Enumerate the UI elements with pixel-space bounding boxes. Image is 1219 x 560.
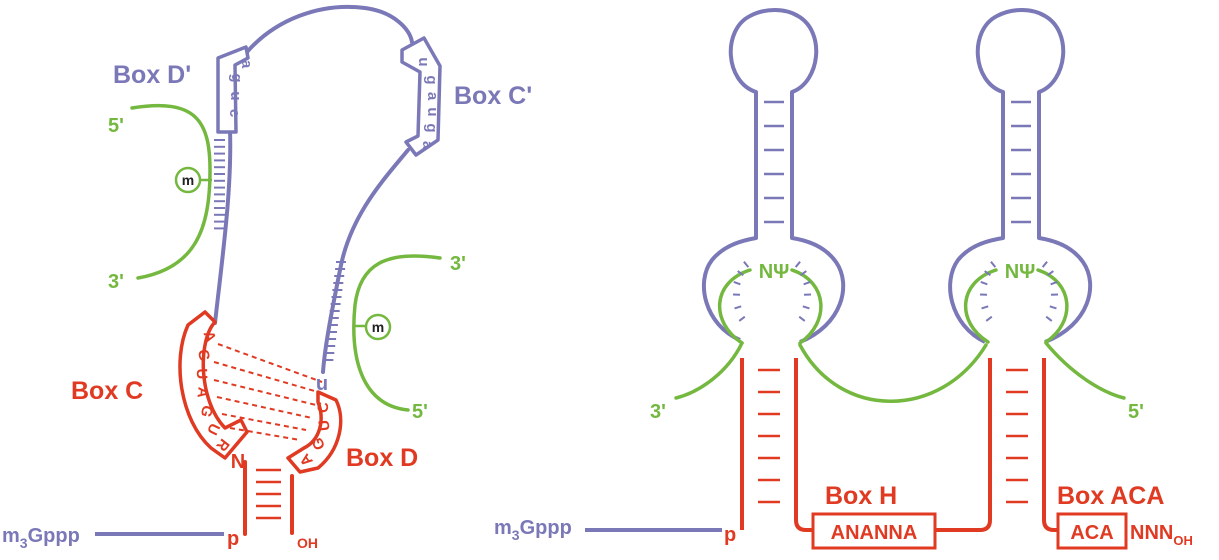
box-d-label: Box D: [346, 444, 418, 472]
pocket-tick: [986, 317, 992, 321]
box-c-prime-nt: a: [419, 141, 436, 150]
interaction-dash: [214, 380, 316, 405]
box-aca-label: Box ACA: [1057, 482, 1164, 510]
pocket-tick: [799, 317, 805, 321]
box-d-prime-nt: u: [227, 91, 244, 100]
interaction-dash: [214, 362, 318, 392]
box-d-nt: U: [316, 419, 334, 432]
cd-box-snorna: g a u c u g a u g a Box D' Box C' m 5' 3…: [2, 7, 532, 551]
substrate-left-end: [676, 343, 742, 398]
haca-phosphate: p: [724, 524, 736, 546]
haca-hairpin-2: [950, 10, 1090, 342]
guide-rna-top: [132, 106, 210, 278]
pocket-tick: [734, 282, 741, 284]
pocket-tick: [991, 262, 995, 267]
box-h-label: Box H: [825, 482, 897, 510]
box-c-prime-nt: u: [415, 57, 432, 66]
box-aca-tail: NNNOH: [1130, 522, 1193, 548]
pocket-tick: [804, 282, 811, 284]
substrate-right-end: [1046, 343, 1124, 398]
box-d-prime-nt: c: [226, 109, 243, 117]
pocket-tick: [803, 306, 810, 308]
guide-bottom-five-prime: 5': [412, 401, 428, 423]
cd-cap-label: m3Gppp: [2, 525, 80, 551]
box-c-nt: A: [193, 386, 211, 399]
substrate-middle: [800, 345, 986, 401]
box-aca-sequence: ACA: [1070, 522, 1113, 544]
haca-hairpin-1: [704, 10, 843, 342]
pocket-tick: [982, 306, 989, 308]
interaction-dash: [218, 344, 322, 382]
box-d-prime-nt: g: [228, 73, 245, 82]
pocket-tick: [1051, 282, 1058, 284]
pocket-tick: [744, 262, 748, 267]
box-c-prime-nt: g: [423, 75, 440, 84]
pocket-tick: [1043, 262, 1047, 267]
cd-oh: OH: [297, 535, 318, 551]
haca-stem1-right: [796, 358, 814, 530]
pocket-label-1: NΨ: [759, 261, 790, 283]
cd-stem-base-pairs: [256, 470, 281, 518]
cd-phosphate: p: [227, 528, 239, 550]
pocket-label-2: NΨ: [1005, 261, 1036, 283]
box-c-prime-nt: u: [424, 107, 441, 116]
haca-five-prime: 5': [1128, 401, 1144, 423]
u-nucleotide: u: [316, 373, 328, 395]
guide-top-five-prime: 5': [108, 115, 124, 137]
box-d-prime-nt: a: [238, 60, 255, 69]
guide-top-three-prime: 3': [108, 271, 124, 293]
box-c-label: Box C: [71, 377, 143, 405]
haca-cap-label: m3Gppp: [494, 517, 572, 543]
guide-bottom-three-prime: 3': [450, 253, 466, 275]
box-c-nt: U: [193, 368, 210, 379]
box-d-prime-label: Box D': [113, 61, 191, 89]
cd-left-strand: [215, 130, 230, 323]
haca-box-snorna: NΨ NΨ 3' 5' ANANNA Box H ACA NNNOH Box A…: [494, 10, 1193, 548]
pocket-tick: [735, 306, 742, 308]
cd-apical-loop: [247, 7, 412, 52]
box-d-nt: C: [315, 401, 333, 414]
base-pair-ticks-top: [214, 140, 225, 228]
pocket-tick: [1046, 317, 1052, 321]
box-c-prime-nt: g: [423, 123, 440, 132]
haca-hinge: [936, 358, 990, 530]
box-c-prime-nt: a: [424, 92, 441, 101]
pocket-tick: [1050, 306, 1057, 308]
haca-three-prime: 3': [650, 401, 666, 423]
box-c-prime-label: Box C': [454, 82, 532, 110]
box-c-nt: G: [194, 348, 213, 362]
box-h-sequence: ANANNA: [831, 522, 918, 544]
pocket-tick: [981, 282, 988, 284]
base-pair-ticks-bottom: [323, 262, 346, 360]
haca-stem2-right: [1044, 358, 1058, 530]
pocket-tick: [796, 262, 800, 267]
methylation-mark-top: m: [182, 172, 194, 188]
pocket-tick: [739, 317, 745, 321]
methylation-mark-bottom: m: [372, 319, 384, 335]
